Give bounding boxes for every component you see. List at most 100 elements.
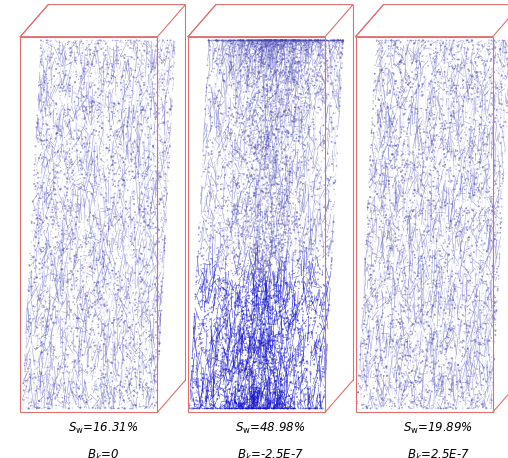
Point bbox=[437, 79, 445, 87]
Point bbox=[138, 103, 146, 110]
Point bbox=[251, 106, 260, 114]
Point bbox=[277, 97, 285, 104]
Point bbox=[50, 270, 58, 278]
Point bbox=[230, 391, 238, 398]
Point bbox=[441, 310, 450, 317]
Point bbox=[114, 60, 122, 67]
Point bbox=[246, 405, 254, 412]
Point bbox=[484, 294, 492, 301]
Point bbox=[432, 213, 440, 220]
Point bbox=[301, 99, 309, 107]
Point bbox=[254, 287, 262, 294]
Point bbox=[237, 405, 245, 412]
Point bbox=[291, 405, 299, 412]
Point bbox=[250, 37, 258, 44]
Point bbox=[232, 149, 240, 157]
Point bbox=[249, 330, 257, 338]
Point bbox=[44, 405, 52, 412]
Point bbox=[254, 378, 262, 385]
Point bbox=[276, 307, 284, 315]
Point bbox=[256, 301, 264, 309]
Point bbox=[96, 308, 104, 315]
Point bbox=[258, 93, 266, 100]
Point bbox=[298, 91, 306, 98]
Point bbox=[141, 244, 149, 251]
Point bbox=[45, 156, 53, 164]
Point bbox=[366, 236, 374, 244]
Point bbox=[285, 194, 294, 201]
Point bbox=[276, 136, 284, 144]
Point bbox=[442, 323, 451, 331]
Point bbox=[249, 381, 258, 388]
Point bbox=[75, 126, 83, 134]
Point bbox=[290, 86, 298, 93]
Point bbox=[268, 236, 276, 244]
Point bbox=[378, 330, 387, 337]
Point bbox=[462, 210, 470, 218]
Point bbox=[140, 236, 148, 244]
Point bbox=[288, 214, 296, 221]
Point bbox=[99, 316, 107, 323]
Point bbox=[80, 141, 88, 148]
Point bbox=[369, 228, 377, 235]
Point bbox=[368, 163, 376, 170]
Point bbox=[239, 346, 247, 354]
Point bbox=[405, 276, 413, 283]
Point bbox=[457, 247, 465, 254]
Point bbox=[148, 80, 156, 87]
Point bbox=[415, 301, 423, 309]
Point bbox=[458, 384, 466, 391]
Point bbox=[111, 73, 119, 81]
Point bbox=[69, 311, 77, 319]
Point bbox=[93, 153, 101, 161]
Point bbox=[267, 238, 275, 245]
Point bbox=[266, 263, 274, 270]
Point bbox=[235, 45, 243, 52]
Point bbox=[477, 170, 485, 178]
Point bbox=[263, 158, 271, 165]
Point bbox=[268, 57, 276, 65]
Point bbox=[484, 106, 492, 114]
Point bbox=[443, 200, 452, 207]
Point bbox=[399, 297, 407, 305]
Point bbox=[290, 364, 298, 371]
Point bbox=[236, 368, 244, 376]
Point bbox=[387, 236, 395, 244]
Point bbox=[236, 289, 244, 296]
Point bbox=[57, 338, 66, 346]
Point bbox=[144, 374, 152, 382]
Point bbox=[373, 319, 381, 326]
Point bbox=[104, 306, 112, 313]
Point bbox=[465, 350, 473, 357]
Point bbox=[279, 314, 288, 322]
Point bbox=[219, 219, 228, 226]
Point bbox=[50, 122, 58, 130]
Point bbox=[236, 405, 244, 412]
Point bbox=[479, 400, 487, 408]
Point bbox=[117, 79, 125, 87]
Point bbox=[367, 350, 375, 358]
Point bbox=[207, 98, 215, 106]
Point bbox=[38, 61, 46, 69]
Point bbox=[50, 183, 58, 191]
Point bbox=[390, 385, 398, 392]
Point bbox=[153, 297, 161, 304]
Point bbox=[240, 37, 248, 44]
Point bbox=[484, 187, 492, 194]
Point bbox=[251, 167, 259, 174]
Point bbox=[198, 173, 206, 180]
Point bbox=[403, 130, 411, 137]
Point bbox=[97, 231, 105, 238]
Point bbox=[290, 38, 298, 45]
Point bbox=[293, 40, 301, 48]
Point bbox=[72, 73, 80, 81]
Point bbox=[56, 330, 64, 337]
Point bbox=[389, 164, 397, 172]
Point bbox=[236, 387, 244, 395]
Point bbox=[149, 220, 157, 227]
Point bbox=[247, 252, 255, 260]
Point bbox=[296, 174, 304, 181]
Point bbox=[328, 133, 336, 141]
Point bbox=[338, 43, 346, 50]
Point bbox=[497, 124, 505, 131]
